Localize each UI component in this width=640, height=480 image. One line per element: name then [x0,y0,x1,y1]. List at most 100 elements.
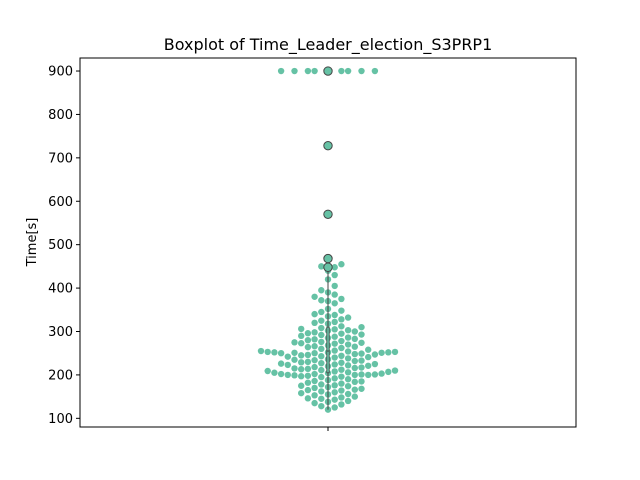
data-point [311,329,318,336]
y-tick-label: 300 [48,325,73,340]
data-point [298,373,305,380]
data-point [331,291,338,298]
boxplot [326,264,330,410]
data-point [371,371,379,378]
data-point [344,376,352,383]
data-point [291,372,298,379]
data-point [291,67,298,75]
data-point [291,356,298,363]
data-point [358,385,365,392]
data-point [344,334,352,341]
data-point [311,384,318,392]
data-point [304,386,312,394]
data-point [311,377,318,385]
data-point [358,339,365,346]
chart-title: Boxplot of Time_Leader_election_S3PRP1 [164,35,493,55]
y-tick-label: 100 [48,412,73,427]
data-point [318,395,325,402]
data-point [318,297,325,304]
data-point [351,386,358,393]
data-point [298,352,305,359]
data-point [331,333,338,340]
data-point [318,388,325,395]
data-point [291,339,298,346]
data-point [391,348,399,356]
data-point [311,343,318,350]
data-point [311,310,318,318]
data-point [271,369,278,376]
data-point [338,330,345,337]
data-point [277,370,285,378]
data-point [311,293,318,300]
data-point [331,264,338,271]
data-point [298,389,305,397]
data-point [351,357,358,365]
data-point [351,393,358,400]
data-point [358,331,365,338]
y-axis-label: Time[s] [25,218,40,268]
data-point [358,371,365,378]
data-point [371,67,379,75]
data-point [365,346,372,353]
data-point [311,399,318,407]
y-tick-label: 200 [48,368,73,383]
data-point [311,356,318,364]
data-point [291,349,298,356]
data-point [298,359,305,366]
y-tick-label: 900 [48,65,73,80]
data-point [311,319,318,327]
data-point [331,311,338,319]
data-point [371,351,379,358]
data-point [304,343,312,351]
data-point [338,337,345,345]
data-point [284,361,291,369]
swarm-points [257,67,399,413]
data-point [257,347,265,355]
data-point [331,326,338,333]
data-point [351,328,358,335]
data-point [338,380,345,387]
data-point [318,373,325,381]
data-point [344,362,352,369]
data-point [331,282,338,290]
data-point [338,307,345,314]
data-point [298,340,305,347]
data-point [318,317,325,324]
data-point [304,372,312,379]
y-tick-label: 400 [48,282,73,297]
data-point [311,370,318,378]
data-point [344,67,352,75]
data-point [331,318,338,326]
data-point [338,394,345,401]
data-point [344,314,352,321]
data-point [304,379,312,386]
data-point [338,401,345,408]
data-point [371,360,379,368]
data-point [338,261,345,268]
data-point [344,382,352,390]
y-tick-label: 800 [48,108,73,123]
data-point [344,355,352,362]
data-point [338,295,345,303]
data-point [331,396,338,403]
data-point [338,366,345,373]
data-point [304,365,312,373]
data-point [277,350,285,357]
data-point [344,341,352,348]
data-point [338,67,345,75]
data-point [351,371,358,379]
data-point [318,331,325,339]
data-point [344,369,352,376]
data-point [311,350,318,357]
data-point [385,349,392,356]
plot-frame [79,57,577,428]
data-point [311,67,318,75]
data-point [365,371,372,379]
data-point [277,360,285,367]
data-point [318,263,325,270]
data-point [318,308,325,316]
data-point [338,323,345,330]
data-point [338,344,345,352]
data-point [304,67,312,75]
